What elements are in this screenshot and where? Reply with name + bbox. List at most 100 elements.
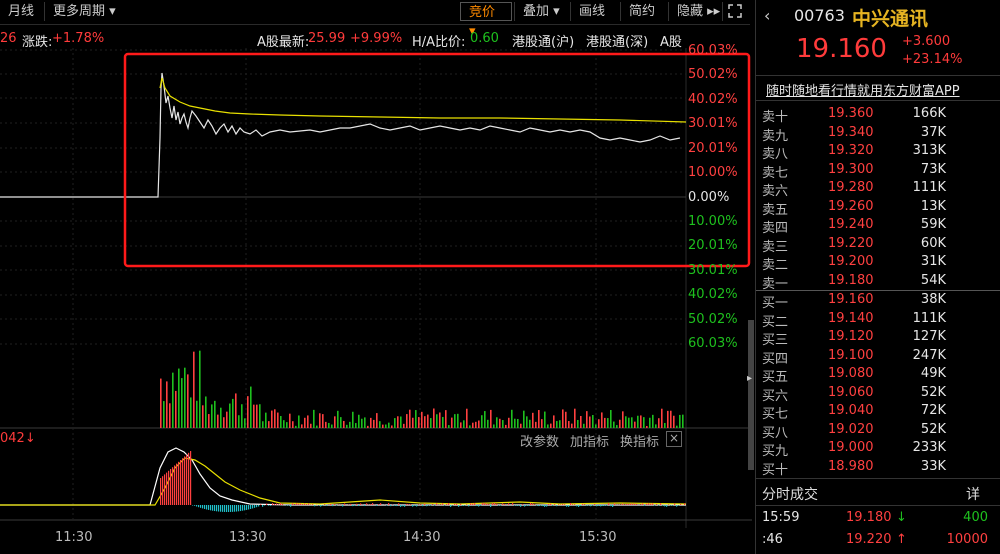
promo-link[interactable]: 随时随地看行情就用东方财富APP xyxy=(766,84,960,99)
histogram-bar xyxy=(632,503,634,505)
sell-row[interactable]: 卖二 19.200 31K xyxy=(762,254,994,273)
sell-row[interactable]: 卖六 19.280 111K xyxy=(762,180,994,199)
histogram-bar xyxy=(444,505,446,506)
collapse-panel-icon[interactable]: ‹ xyxy=(764,6,771,25)
order-volume: 13K xyxy=(920,198,946,214)
sell-row[interactable]: 卖十 19.360 166K xyxy=(762,106,994,125)
sell-row[interactable]: 卖三 19.220 60K xyxy=(762,236,994,255)
histogram-bar xyxy=(570,503,572,505)
histogram-bar xyxy=(226,505,228,512)
close-icon[interactable]: × xyxy=(666,431,682,447)
volume-bar xyxy=(265,412,267,428)
draw-line-button[interactable]: 画线 xyxy=(570,2,613,21)
trades-title: 分时成交 xyxy=(762,487,818,503)
sell-row[interactable]: 卖九 19.340 37K xyxy=(762,125,994,144)
trades-detail-button[interactable]: 详 xyxy=(966,487,980,503)
y-label: 10.00% xyxy=(688,165,738,180)
auction-dropdown[interactable]: 竞价 ▾ xyxy=(460,2,512,39)
volume-bar xyxy=(643,417,645,428)
buy-row[interactable]: 买一 19.160 38K xyxy=(762,292,994,311)
volume-bar xyxy=(364,417,366,428)
simple-mode-button[interactable]: 简约 xyxy=(620,2,663,21)
histogram-bar xyxy=(594,504,596,505)
histogram-bar xyxy=(640,504,642,505)
volume-bar xyxy=(478,420,480,428)
order-volume: 247K xyxy=(912,347,946,363)
buy-row[interactable]: 买四 19.100 247K xyxy=(762,347,994,367)
buy-row[interactable]: 买七 19.040 72K xyxy=(762,403,994,422)
change-value: +1.78% xyxy=(52,31,105,46)
price-gridlines xyxy=(0,49,686,345)
sell-row[interactable]: 卖五 19.260 13K xyxy=(762,198,994,218)
buy-row[interactable]: 买六 19.060 52K xyxy=(762,385,994,404)
volume-bar xyxy=(283,420,285,428)
volume-bar xyxy=(544,411,546,428)
buy-row[interactable]: 买八 19.020 52K xyxy=(762,421,994,441)
switch-indicator-button[interactable]: 换指标 xyxy=(620,435,660,450)
volume-bar xyxy=(649,417,651,428)
edit-params-button[interactable]: 改参数 xyxy=(520,435,560,450)
histogram-bar xyxy=(314,505,316,507)
fullscreen-icon[interactable] xyxy=(722,2,748,21)
histogram-bar xyxy=(210,505,212,511)
histogram-bar xyxy=(174,465,176,505)
histogram-bar xyxy=(324,504,326,505)
hide-button[interactable]: 隐藏 ▸▸ xyxy=(668,2,728,21)
more-periods-dropdown[interactable]: 更多周期 ▾ xyxy=(44,2,124,21)
price-change-pct: +23.14% xyxy=(902,52,963,67)
volume-bar xyxy=(427,414,429,428)
ha-ratio-value: 0.60 xyxy=(470,31,499,46)
histogram-bar xyxy=(414,505,416,506)
histogram-bar xyxy=(364,505,366,507)
histogram-bar xyxy=(302,504,304,505)
histogram-bar xyxy=(378,504,380,505)
buy-row[interactable]: 买五 19.080 49K xyxy=(762,366,994,385)
histogram-bar xyxy=(636,504,638,505)
histogram-bar xyxy=(168,470,170,505)
buy-row[interactable]: 买二 19.140 111K xyxy=(762,311,994,330)
histogram-bar xyxy=(366,503,368,505)
volume-bar xyxy=(160,378,162,428)
order-volume: 54K xyxy=(920,272,946,288)
sell-row[interactable]: 卖七 19.300 73K xyxy=(762,162,994,181)
histogram-bar xyxy=(650,503,652,505)
histogram-bar xyxy=(526,505,528,506)
sell-row[interactable]: 卖八 19.320 313K xyxy=(762,143,994,162)
histogram-bar xyxy=(502,503,504,505)
volume-bar xyxy=(577,419,579,428)
buy-row[interactable]: 买三 19.120 127K xyxy=(762,329,994,348)
sell-row[interactable]: 卖一 19.180 54K xyxy=(762,272,994,292)
volume-bar xyxy=(400,416,402,428)
link-a-share[interactable]: A股 xyxy=(660,35,682,50)
expand-panel-icon[interactable]: ▸ xyxy=(747,373,753,384)
link-hk-connect-sz[interactable]: 港股通(深) xyxy=(586,35,649,50)
histogram-bar xyxy=(296,503,298,505)
volume-bar xyxy=(289,413,291,428)
histogram-bar xyxy=(192,505,194,506)
histogram-bar xyxy=(272,503,274,505)
add-indicator-button[interactable]: 加指标 xyxy=(570,435,610,450)
volume-bar xyxy=(604,417,606,428)
link-hk-connect-sh[interactable]: 港股通(沪) xyxy=(512,35,575,50)
histogram-bar xyxy=(656,504,658,505)
y-label: 30.01% xyxy=(688,263,738,278)
indicator-histogram xyxy=(160,451,686,512)
overlay-dropdown[interactable]: 叠加 ▾ xyxy=(514,2,568,21)
histogram-bar xyxy=(592,505,594,506)
histogram-bar xyxy=(596,505,598,507)
buy-row[interactable]: 买十 18.980 33K xyxy=(762,459,994,478)
volume-bar xyxy=(550,423,552,428)
sell-row[interactable]: 卖四 19.240 59K xyxy=(762,217,994,236)
indicator-fast-line xyxy=(0,447,686,506)
monthly-button[interactable]: 月线 xyxy=(8,4,35,19)
histogram-bar xyxy=(256,505,258,508)
intraday-chart[interactable] xyxy=(0,48,752,554)
time-label: 11:30 xyxy=(55,530,93,545)
volume-bar xyxy=(622,411,624,428)
panel-scrollbar[interactable] xyxy=(748,320,754,470)
histogram-bar xyxy=(576,505,578,507)
histogram-bar xyxy=(556,505,558,507)
buy-row[interactable]: 买九 19.000 233K xyxy=(762,440,994,459)
order-price: 19.020 xyxy=(828,421,874,437)
histogram-bar xyxy=(626,504,628,505)
